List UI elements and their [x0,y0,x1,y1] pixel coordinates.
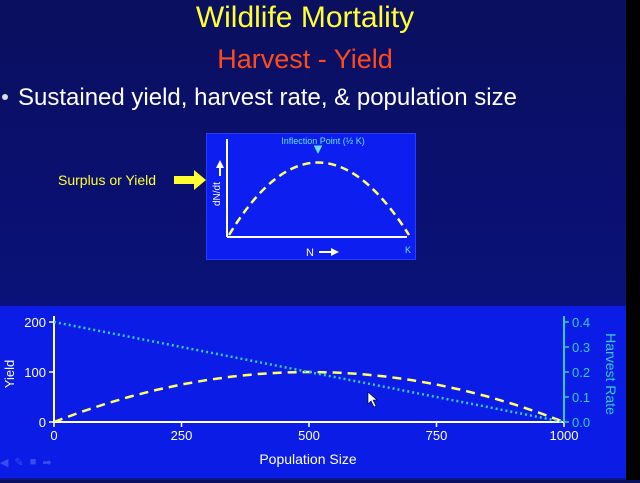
y2-tick-label: 0.1 [572,390,590,405]
bullet-text: Sustained yield, harvest rate, & populat… [18,84,517,111]
y2-tick-label: 0.2 [572,365,590,380]
inset-yield-curve [227,161,411,236]
menu-icon[interactable]: ■ [29,456,37,468]
prev-slide-icon[interactable]: ◀ [0,457,9,469]
mouse-cursor-icon [367,391,378,408]
x-tick-label: 250 [171,428,193,443]
chart-svg: 0 250 500 750 1000 0 100 200 0.0 0.1 0.2 0.3 0.4 Pop… [2,315,619,467]
y2-tick-label: 0.4 [572,315,590,330]
bullet-point: Sustained yield, harvest rate, & populat… [0,82,517,114]
yield-line [53,370,565,424]
x-tick-label: 750 [426,428,448,443]
inset-diagram: Inflection Point (½ K) dN/dt N K [206,133,416,260]
surplus-label: Surplus or Yield [58,172,157,188]
inflection-arrow-icon [314,146,322,154]
x-tick-label: 500 [298,428,320,443]
inset-y-label: dN/dt [212,182,223,206]
pen-icon[interactable]: ✎ [14,457,24,469]
y2-axis-label: Harvest Rate [603,333,619,415]
slide-toolbar: ◀ ✎ ■ ➡ [0,456,70,472]
inflection-label: Inflection Point (½ K) [281,136,365,146]
inset-x-arrow-icon [331,248,339,256]
slide-title: Wildlife Mortality [195,1,415,34]
inset-k-label: K [405,245,411,255]
harvest-rate-line [53,320,565,424]
window-edge [626,0,640,480]
x-tick-label: 0 [50,428,57,443]
inset-svg: Inflection Point (½ K) dN/dt N K [212,136,411,259]
inset-x-label: N [306,247,314,259]
yield-harvest-chart: 0 250 500 750 1000 0 100 200 0.0 0.1 0.2 0.3 0.4 Pop… [0,306,626,478]
y2-tick-label: 0.3 [572,340,590,355]
y-tick-label: 200 [24,315,46,330]
y-tick-label: 100 [24,365,46,380]
y-axis-label: Yield [2,360,17,388]
bullet-dot-icon [2,93,8,100]
slide-subtitle: Harvest - Yield [217,44,393,74]
x-axis-label: Population Size [259,451,357,467]
next-slide-icon[interactable]: ➡ [42,457,52,469]
y-tick-label: 0 [39,415,46,430]
x-tick-label: 1000 [550,428,579,443]
surplus-arrow-icon [174,170,206,190]
y2-tick-label: 0.0 [572,415,590,430]
inset-y-arrow-icon [216,160,224,168]
